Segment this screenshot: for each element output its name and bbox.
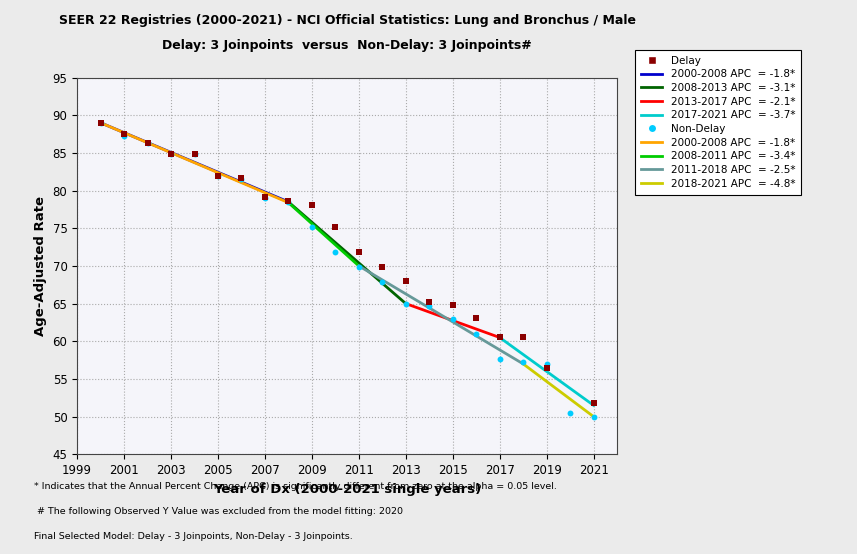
Point <box>211 171 225 180</box>
Point <box>587 412 601 421</box>
Point <box>305 201 319 209</box>
Point <box>93 119 107 127</box>
Point <box>375 278 389 286</box>
Y-axis label: Age-Adjusted Rate: Age-Adjusted Rate <box>34 196 47 336</box>
Point <box>235 174 249 183</box>
Point <box>540 364 554 373</box>
Point <box>399 299 412 308</box>
Point <box>141 138 154 147</box>
Point <box>165 149 178 158</box>
Point <box>211 172 225 181</box>
Text: Final Selected Model: Delay - 3 Joinpoints, Non-Delay - 3 Joinpoints.: Final Selected Model: Delay - 3 Joinpoin… <box>34 532 353 541</box>
Point <box>328 223 342 232</box>
Point <box>446 301 459 310</box>
Point <box>470 329 483 338</box>
Point <box>352 263 366 272</box>
Point <box>93 119 107 127</box>
X-axis label: Year of Dx (2000-2021 single years): Year of Dx (2000-2021 single years) <box>213 483 482 496</box>
Point <box>352 247 366 256</box>
Point <box>470 314 483 322</box>
Point <box>305 223 319 232</box>
Point <box>375 262 389 271</box>
Point <box>493 333 506 342</box>
Legend: Delay, 2000-2008 APC  = -1.8*, 2008-2013 APC  = -3.1*, 2013-2017 APC  = -2.1*, 2: Delay, 2000-2008 APC = -1.8*, 2008-2013 … <box>635 49 801 195</box>
Point <box>587 399 601 408</box>
Point <box>188 150 201 159</box>
Point <box>328 248 342 257</box>
Point <box>141 138 154 147</box>
Point <box>117 131 131 140</box>
Text: # The following Observed Y Value was excluded from the model fitting: 2020: # The following Observed Y Value was exc… <box>34 507 404 516</box>
Point <box>282 197 296 206</box>
Point <box>188 150 201 159</box>
Point <box>235 173 249 182</box>
Text: SEER 22 Registries (2000-2021) - NCI Official Statistics: Lung and Bronchus / Ma: SEER 22 Registries (2000-2021) - NCI Off… <box>58 14 636 27</box>
Point <box>423 297 436 306</box>
Point <box>423 301 436 310</box>
Text: * Indicates that the Annual Percent Change (APC) is significantly different from: * Indicates that the Annual Percent Chan… <box>34 482 557 491</box>
Point <box>516 357 530 366</box>
Point <box>165 149 178 158</box>
Point <box>282 197 296 206</box>
Point <box>446 314 459 323</box>
Point <box>258 193 272 202</box>
Point <box>493 355 506 364</box>
Text: Delay: 3 Joinpoints  versus  Non-Delay: 3 Joinpoints#: Delay: 3 Joinpoints versus Non-Delay: 3 … <box>162 39 532 52</box>
Point <box>563 408 577 417</box>
Point <box>516 333 530 342</box>
Point <box>117 130 131 138</box>
Point <box>258 194 272 203</box>
Point <box>540 360 554 368</box>
Point <box>399 276 412 285</box>
